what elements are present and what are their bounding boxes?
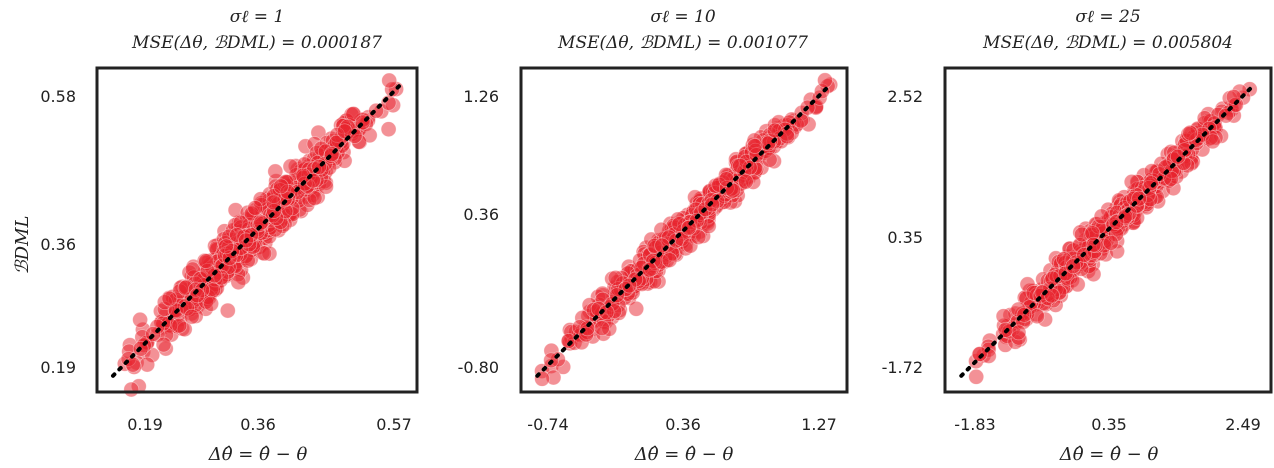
data-point [1010,324,1027,341]
data-point [761,151,778,168]
data-point [1093,208,1110,225]
data-point [183,308,200,325]
panel-3-ytick-0: -1.72 [882,358,923,377]
data-point [817,72,833,89]
panel-3-ytick-2: 2.52 [887,87,923,106]
panel-3-frame [943,66,1273,394]
data-point [1170,148,1186,165]
data-point [139,356,156,373]
data-point [132,311,148,328]
data-point [230,274,247,291]
data-point [123,381,140,398]
panel-2: σℓ = 10 MSE(Δθ, ℬDML) = 0.001077 -0.74 0… [458,7,849,465]
data-point [265,194,282,211]
panel-2-xtick-2: 1.27 [801,415,837,434]
panel-3-xlabel: Δθ̂ = θ̂ − θ [1059,444,1159,465]
data-point [380,121,397,138]
data-point [267,163,284,180]
panel-3-xtick-0: -1.83 [954,415,995,434]
data-point [968,368,985,385]
data-point [609,287,625,304]
panel-1-xtick-0: 0.19 [127,415,163,434]
panel-1-xtick-2: 0.57 [376,415,412,434]
data-point [737,173,754,190]
data-point [594,320,610,336]
data-point [219,302,236,319]
data-point [1123,174,1140,190]
data-point [381,72,398,89]
data-point [1103,234,1119,251]
panel-2-frame [519,66,849,394]
panel-3-xtick-1: 0.35 [1091,415,1127,434]
data-point [641,261,658,278]
data-point [282,158,299,175]
data-point [247,200,264,216]
data-point [690,229,707,245]
data-point [1069,276,1086,293]
data-point [607,270,624,286]
panel-3-ytick-1: 0.35 [887,228,923,247]
panel-2-diagonal [535,82,833,378]
data-point [203,295,219,312]
panel-1-xlabel: Δθ̂ = θ̂ − θ [208,444,308,465]
data-point [661,252,678,268]
panel-1: σℓ = 1 MSE(Δθ, ℬDML) = 0.000187 0.19 0.3… [12,7,419,465]
panel-1-frame [95,66,419,394]
data-point [654,237,670,254]
data-point [1204,133,1221,150]
data-point [1143,175,1159,192]
panel-2-ytick-0: -0.80 [458,358,499,377]
data-point [306,190,323,206]
data-point [273,178,289,195]
data-point [125,356,141,373]
data-point [161,290,178,307]
data-point [198,253,214,269]
data-point [746,138,763,154]
data-point [971,346,988,362]
panel-1-diagonal [111,82,403,378]
data-point [732,157,748,174]
panel-3-points [968,81,1258,385]
panel-2-xtick-1: 0.36 [665,415,701,434]
panel-2-subtitle: MSE(Δθ, ℬDML) = 0.001077 [557,33,808,53]
panel-3-xtick-2: 2.49 [1225,415,1261,434]
data-point [1163,170,1179,187]
data-point [579,320,596,337]
panel-3-diagonal [959,82,1257,378]
data-point [171,317,188,334]
data-point [218,238,234,255]
panel-1-points [116,72,404,398]
data-point [189,287,206,304]
panel-2-xlabel: Δθ̂ = θ̂ − θ [634,444,734,465]
panel-2-ytick-2: 1.26 [463,87,499,106]
panel-1-xtick-1: 0.36 [240,415,276,434]
data-point [1182,124,1198,141]
panel-2-xtick-0: -0.74 [527,415,568,434]
panel-2-title: σℓ = 10 [650,7,716,27]
data-point [628,300,645,317]
data-point [155,336,172,353]
panel-2-ytick-1: 0.36 [463,205,499,224]
panel-3-subtitle: MSE(Δθ, ℬDML) = 0.005804 [982,33,1233,53]
panel-1-ytick-2: 0.58 [40,87,76,106]
data-point [253,214,270,231]
panel-1-ylabel: ℬDML [12,216,33,275]
panel-3-title: σℓ = 25 [1075,7,1140,27]
panel-1-ytick-1: 0.36 [40,235,76,254]
panel-3: σℓ = 25 MSE(Δθ, ℬDML) = 0.005804 -1.83 0… [882,7,1273,465]
panel-1-subtitle: MSE(Δθ, ℬDML) = 0.000187 [131,33,382,53]
panel-1-ytick-0: 0.19 [40,358,76,377]
data-point [995,308,1012,325]
panel-1-title: σℓ = 1 [230,7,285,27]
